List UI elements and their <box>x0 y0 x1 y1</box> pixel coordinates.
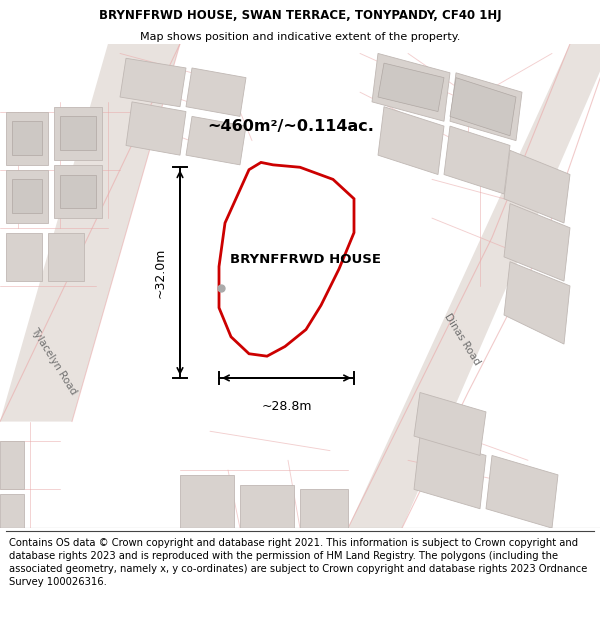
Polygon shape <box>348 44 600 528</box>
Text: Dinas Road: Dinas Road <box>442 312 482 367</box>
Text: Map shows position and indicative extent of the property.: Map shows position and indicative extent… <box>140 31 460 41</box>
Polygon shape <box>219 162 354 356</box>
Polygon shape <box>60 174 96 209</box>
Text: ~32.0m: ~32.0m <box>154 248 167 298</box>
Polygon shape <box>60 116 96 150</box>
Polygon shape <box>414 392 486 456</box>
Polygon shape <box>504 262 570 344</box>
Polygon shape <box>54 107 102 160</box>
Text: BRYNFFRWD HOUSE, SWAN TERRACE, TONYPANDY, CF40 1HJ: BRYNFFRWD HOUSE, SWAN TERRACE, TONYPANDY… <box>98 9 502 22</box>
Polygon shape <box>378 63 444 111</box>
Polygon shape <box>126 102 186 155</box>
Polygon shape <box>450 78 516 136</box>
Text: ~460m²/~0.114ac.: ~460m²/~0.114ac. <box>207 119 374 134</box>
Polygon shape <box>180 475 234 528</box>
Polygon shape <box>54 165 102 218</box>
Polygon shape <box>186 116 246 165</box>
Polygon shape <box>372 53 450 121</box>
Text: BRYNFFRWD HOUSE: BRYNFFRWD HOUSE <box>230 253 382 266</box>
Polygon shape <box>504 204 570 281</box>
Polygon shape <box>414 436 486 509</box>
Polygon shape <box>450 72 522 141</box>
Polygon shape <box>378 107 444 174</box>
Text: Contains OS data © Crown copyright and database right 2021. This information is : Contains OS data © Crown copyright and d… <box>9 538 587 588</box>
Text: ~28.8m: ~28.8m <box>261 400 312 412</box>
Polygon shape <box>186 68 246 116</box>
Polygon shape <box>12 121 42 155</box>
Polygon shape <box>300 489 348 528</box>
Polygon shape <box>0 441 24 489</box>
Text: Tylacelyn Road: Tylacelyn Road <box>29 326 79 396</box>
Polygon shape <box>120 58 186 107</box>
Polygon shape <box>6 111 48 165</box>
Polygon shape <box>444 126 510 194</box>
Polygon shape <box>6 232 42 281</box>
Polygon shape <box>0 44 180 421</box>
Polygon shape <box>240 484 294 528</box>
Polygon shape <box>504 150 570 223</box>
Polygon shape <box>0 494 24 528</box>
Polygon shape <box>48 232 84 281</box>
Polygon shape <box>12 179 42 213</box>
Polygon shape <box>6 169 48 223</box>
Polygon shape <box>486 456 558 528</box>
